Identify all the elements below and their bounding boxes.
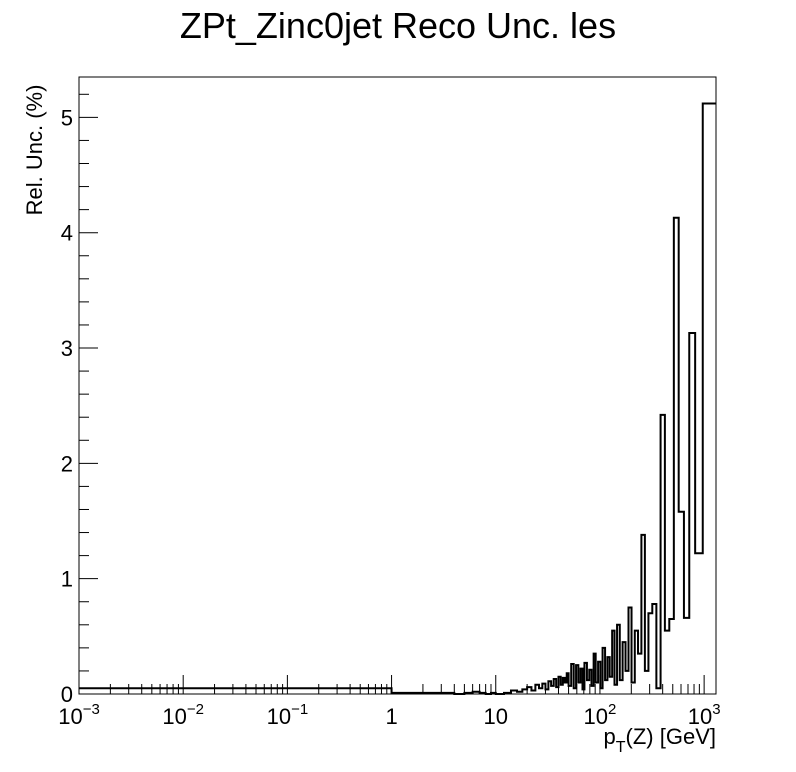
chart-title: ZPt_Zinc0jet Reco Unc. les [180, 5, 616, 46]
y-tick-label: 4 [61, 221, 73, 246]
plot-frame [78, 76, 717, 695]
axis-ticks [78, 93, 705, 695]
y-axis-tick-labels: 0 1 2 3 4 5 [61, 105, 73, 707]
y-tick-label: 3 [61, 336, 73, 361]
x-axis-tick-labels: 10−3 10−2 10−1 1 10 102 103 [58, 701, 720, 729]
y-tick-label: 2 [61, 451, 73, 476]
x-tick-label: 10−1 [267, 701, 309, 729]
uncertainty-step-line [79, 102, 716, 695]
y-tick-label: 0 [61, 682, 73, 707]
x-axis-label: pT(Z) [GeV] [604, 724, 716, 756]
x-tick-label: 102 [584, 701, 617, 729]
x-tick-label: 10−3 [58, 701, 100, 729]
x-tick-label: 103 [688, 701, 721, 729]
x-tick-label: 10 [484, 704, 508, 729]
x-tick-label: 10−2 [162, 701, 204, 729]
y-tick-label: 1 [61, 567, 73, 592]
y-tick-label: 5 [61, 105, 73, 130]
x-tick-label: 1 [385, 704, 397, 729]
y-axis-label: Rel. Unc. (%) [22, 85, 47, 216]
